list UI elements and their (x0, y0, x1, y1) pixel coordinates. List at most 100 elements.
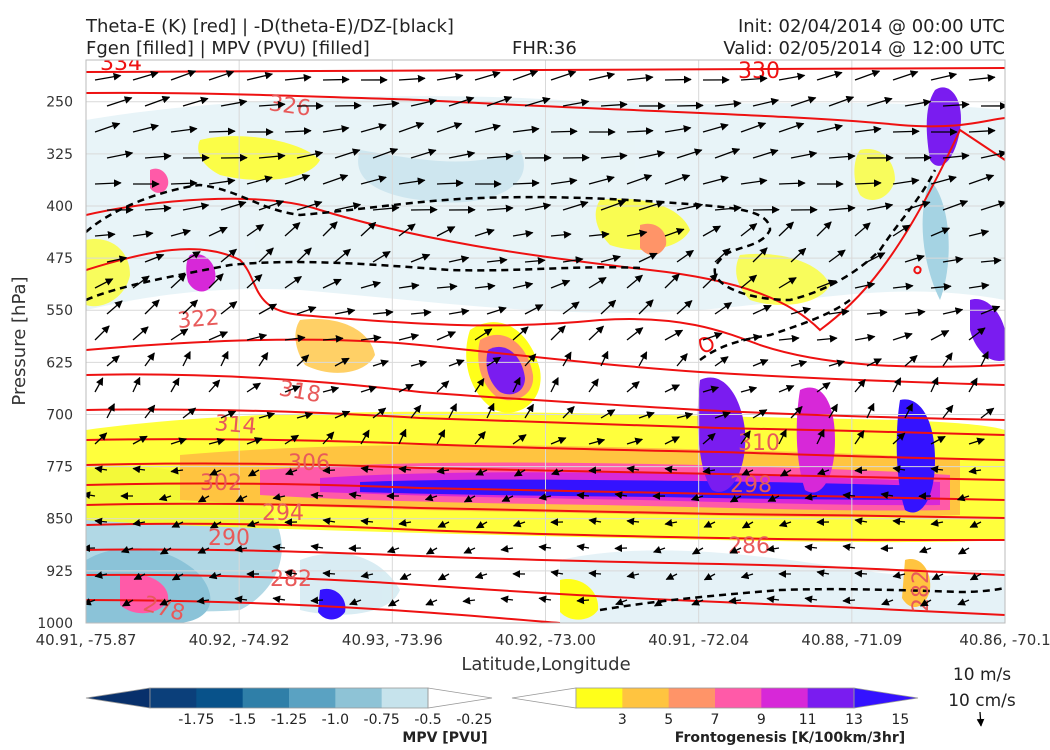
wind-vector (258, 152, 286, 161)
wind-vector (448, 96, 475, 107)
wind-vector (702, 385, 720, 394)
wind-vector (638, 150, 666, 159)
wind-vector (132, 123, 159, 133)
y-tick-label: 475 (46, 251, 73, 267)
wind-vector (740, 74, 768, 83)
wind-vector (676, 353, 688, 367)
wind-vector (121, 599, 134, 607)
x-tick-label: 40.86, -70.1 (959, 631, 1050, 649)
wind-vector (144, 299, 160, 315)
wind-vector (512, 281, 534, 289)
colorbar-tick-label: -1.25 (271, 712, 307, 728)
wind-vector (828, 249, 846, 263)
wind-vector (626, 381, 640, 393)
wind-vector (626, 229, 648, 238)
wind-vector (854, 333, 876, 342)
y-tick-label: 775 (46, 460, 73, 476)
wind-vector (828, 359, 846, 368)
wind-vector (956, 493, 970, 502)
wind-vector (170, 228, 192, 237)
wind-vector (208, 571, 222, 580)
wind-vector (626, 571, 640, 579)
wind-vector (144, 204, 172, 213)
wind-vector (626, 127, 654, 135)
wind-vector (676, 411, 694, 420)
wind-vector (600, 100, 628, 109)
wind-vector (284, 334, 306, 343)
wind-vector (513, 469, 526, 477)
wind-vector (437, 573, 450, 581)
wind-vector (410, 404, 422, 419)
wind-vector (208, 226, 228, 237)
wind-vector (866, 358, 882, 367)
wind-vector (930, 330, 950, 341)
wind-vector (930, 519, 944, 527)
wind-vector (828, 308, 850, 316)
contour-label-294: 294 (262, 501, 304, 526)
wind-vector (170, 328, 189, 341)
wind-vector (86, 491, 96, 499)
wind-vector (714, 100, 742, 108)
wind-vector (752, 97, 780, 107)
x-tick-label: 40.91, -72.04 (648, 631, 749, 649)
wind-vector (600, 199, 627, 211)
wind-vector (614, 491, 628, 500)
vector-key-u: 10 m/s (953, 665, 1011, 685)
wind-vector (766, 544, 780, 553)
wind-vector (360, 517, 374, 526)
wind-vector (980, 256, 1002, 265)
wind-vector (360, 123, 387, 133)
colorbar-swatch (242, 688, 290, 708)
wind-vector (524, 353, 537, 367)
mpv-colorbar-label: MPV [PVU] (402, 730, 487, 746)
wind-vector (778, 277, 797, 289)
contour-label-314: 314 (213, 411, 257, 440)
wind-vector (448, 403, 457, 419)
wind-vector (296, 411, 314, 420)
colorbar-swatch (289, 688, 336, 708)
wind-vector (942, 152, 970, 161)
wind-vector (892, 282, 914, 291)
wind-vector (436, 380, 450, 393)
wind-vector (588, 71, 616, 81)
wind-vector (106, 300, 123, 315)
wind-vector (334, 248, 351, 263)
wind-vector (132, 326, 149, 341)
wind-vector (258, 411, 276, 420)
wind-vector (752, 247, 768, 263)
wind-vector (436, 331, 457, 341)
y-tick-label: 700 (46, 407, 73, 423)
wind-vector (653, 599, 666, 607)
wind-vector (360, 571, 374, 579)
wind-vector (968, 377, 978, 393)
y-tick-label: 1000 (37, 616, 73, 632)
wind-vector (296, 354, 310, 367)
wind-vector (752, 409, 768, 419)
colorbar-tick-label: -0.75 (364, 712, 400, 728)
wind-vector (892, 127, 920, 136)
wind-vector (930, 71, 958, 81)
wind-vector (386, 545, 400, 554)
wind-vector (208, 379, 221, 393)
wind-vector (638, 351, 648, 367)
wind-vector (106, 150, 134, 159)
wind-vector (486, 95, 513, 107)
wind-vector (436, 72, 464, 81)
wind-vector (588, 437, 606, 446)
wind-vector (234, 595, 248, 604)
chart-title-line1: Theta-E (K) [red] | -D(theta-E)/DZ-[blac… (85, 16, 454, 37)
wind-vector (790, 306, 812, 315)
wind-vector (562, 200, 589, 211)
wind-vector (436, 122, 463, 133)
wind-vector (258, 100, 286, 109)
wind-vector (842, 596, 856, 605)
wind-vector (740, 177, 768, 186)
wind-vector (638, 411, 655, 419)
wind-vector (94, 325, 110, 341)
wind-vector (258, 303, 278, 315)
wind-vector (436, 282, 458, 291)
y-tick-label: 625 (46, 355, 73, 371)
wind-vector (740, 430, 751, 445)
wind-vector (880, 544, 894, 553)
wind-vector (398, 519, 412, 527)
